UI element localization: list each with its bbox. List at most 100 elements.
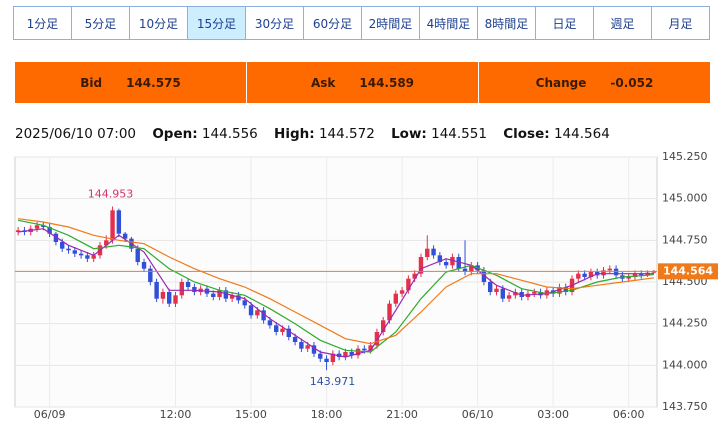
high-value: 144.572: [318, 126, 375, 142]
timeframe-tab[interactable]: 日足: [535, 6, 594, 40]
y-tick-label: 145.000: [662, 192, 708, 205]
candle-body: [355, 348, 361, 356]
candle-body: [544, 290, 550, 296]
x-tick-label: 21:00: [386, 408, 418, 421]
candle-body: [53, 233, 59, 242]
x-tick-label: 15:00: [235, 408, 267, 421]
candle-body: [406, 278, 411, 291]
low-annotation: 143.971: [310, 375, 356, 388]
x-tick-label: 03:00: [537, 408, 569, 421]
timeframe-tab[interactable]: 60分足: [303, 6, 362, 40]
timeframe-tab[interactable]: 5分足: [71, 6, 130, 40]
candle-body: [431, 248, 436, 256]
candle-body: [267, 320, 273, 326]
y-tick-label: 143.750: [662, 400, 708, 413]
candle-body: [368, 345, 373, 351]
candle-body: [242, 300, 247, 306]
change-cell: Change -0.052: [478, 62, 710, 103]
candle-body: [500, 288, 505, 299]
timeframe-tab[interactable]: 8時間足: [477, 6, 536, 40]
candle-body: [506, 295, 512, 299]
candle-body: [513, 292, 518, 296]
candle-body: [349, 352, 354, 356]
candle-body: [450, 257, 455, 266]
timeframe-tab[interactable]: 1分足: [13, 6, 72, 40]
candle-body: [330, 353, 336, 362]
close-value: 144.564: [553, 126, 610, 142]
candle-body: [343, 352, 348, 357]
candle-body: [236, 295, 241, 301]
candle-body: [223, 290, 229, 299]
candle-body: [519, 292, 524, 297]
open-value: 144.556: [201, 126, 258, 142]
candle-body: [299, 342, 304, 349]
candle-body: [66, 248, 71, 251]
candle-body: [154, 282, 159, 299]
candle-body: [387, 303, 392, 321]
x-tick-label: 06/10: [462, 408, 494, 421]
ask-label: Ask: [310, 75, 336, 90]
candle-body: [15, 230, 21, 232]
candle-body: [185, 282, 191, 287]
candle-body: [362, 348, 367, 351]
candle-body: [576, 273, 581, 279]
candle-body: [481, 270, 487, 282]
price-tag: [658, 263, 718, 280]
candle-body: [41, 225, 46, 227]
y-tick-label: 144.000: [662, 358, 708, 371]
timeframe-tab[interactable]: 月足: [651, 6, 710, 40]
timeframe-tab[interactable]: 2時間足: [361, 6, 420, 40]
candle-body: [255, 310, 260, 316]
candle-body: [412, 273, 417, 279]
candle-body: [34, 225, 40, 229]
candle-body: [173, 295, 178, 304]
candle-body: [248, 305, 254, 316]
timeframe-tab[interactable]: 30分足: [245, 6, 304, 40]
candle-body: [47, 227, 52, 234]
timeframe-tab[interactable]: 週足: [593, 6, 652, 40]
candle-body: [122, 233, 128, 239]
candle-body: [399, 290, 405, 294]
candle-body: [85, 255, 90, 259]
candle-body: [437, 255, 443, 262]
candle-body: [456, 257, 461, 269]
ohlc-info: 2025/06/10 07:00 Open: 144.556 High: 144…: [15, 126, 610, 142]
y-tick-label: 145.250: [662, 150, 708, 163]
candle-body: [488, 282, 493, 292]
close-label: Close:: [503, 126, 550, 142]
timeframe-tab[interactable]: 4時間足: [419, 6, 478, 40]
candle-body: [393, 293, 398, 304]
moving-average: [18, 218, 654, 345]
candle-body: [588, 272, 594, 277]
candle-body: [626, 277, 631, 279]
candle-body: [532, 292, 537, 294]
moving-average: [17, 219, 654, 353]
low-label: Low:: [391, 126, 427, 142]
candle-body: [632, 273, 638, 277]
candle-body: [582, 273, 587, 277]
candle-body: [211, 293, 216, 297]
high-annotation: 144.953: [88, 188, 134, 201]
candle-body: [78, 253, 84, 256]
candle-body: [274, 325, 279, 332]
candle-body: [217, 290, 222, 297]
low-value: 144.551: [431, 126, 487, 142]
candle-body: [192, 287, 197, 292]
y-tick-label: 144.250: [662, 317, 708, 330]
candle-body: [374, 332, 380, 346]
x-tick-label: 12:00: [160, 408, 192, 421]
timeframe-tab[interactable]: 10分足: [129, 6, 188, 40]
ask-cell: Ask 144.589: [246, 62, 478, 103]
candle-body: [318, 353, 323, 359]
x-tick-label: 06:00: [613, 408, 645, 421]
bid-label: Bid: [80, 75, 103, 90]
candle-body: [292, 337, 298, 342]
candle-body: [418, 257, 424, 274]
info-time: 2025/06/10 07:00: [15, 126, 137, 142]
change-label: Change: [535, 75, 587, 90]
candle-body: [557, 287, 562, 294]
timeframe-tabs: 1分足 5分足 10分足 15分足 30分足 60分足 2時間足 4時間足 8時間足 日足 週足 月足: [13, 6, 710, 40]
ask-value: 144.589: [359, 75, 415, 90]
